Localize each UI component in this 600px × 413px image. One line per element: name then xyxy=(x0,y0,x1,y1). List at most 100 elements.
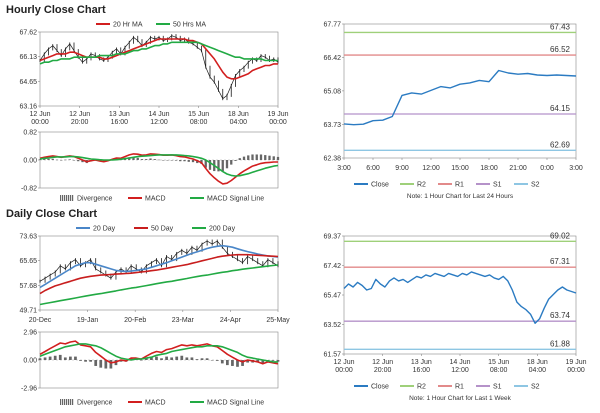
divergence-bar xyxy=(225,160,229,169)
chart-note: Note: 1 Hour Chart for Last 1 Week xyxy=(409,395,512,402)
divergence-bar xyxy=(170,160,173,161)
divergence-bar xyxy=(205,358,209,360)
hourly_intraday-plot-frame xyxy=(343,23,577,159)
daily_intraday-xtick: 14 Jun 12:00 xyxy=(449,359,470,374)
daily_price-ytick: 65.65 xyxy=(19,258,37,265)
hourly_price-xtick: 12 Jun 00:00 xyxy=(29,111,50,126)
divergence-bar xyxy=(208,160,212,170)
legend-50-day-label: 50 Day xyxy=(151,226,174,233)
divergence-bar xyxy=(72,160,76,161)
divergence-bar xyxy=(149,158,152,160)
hourly_price-xtick: 15 Jun 08:00 xyxy=(188,111,209,126)
divergence-bar xyxy=(153,159,156,160)
divergence-bar xyxy=(43,357,47,360)
legend-divergence-swatch xyxy=(66,399,68,405)
divergence-bar xyxy=(74,356,77,360)
daily_intraday-ytick: 67.42 xyxy=(323,263,341,270)
divergence-bar xyxy=(145,159,148,160)
daily_intraday-plot-frame xyxy=(343,235,577,355)
ma_short-line xyxy=(39,38,278,80)
hourly_intraday-xtick: 18:00 xyxy=(480,165,498,172)
hourly_price-xtick: 14 Jun 12:00 xyxy=(148,111,169,126)
pivot-r2-label: 69.02 xyxy=(550,231,571,240)
legend-s2-label: S2 xyxy=(531,384,540,391)
divergence-bar xyxy=(51,158,54,160)
divergence-bar xyxy=(217,160,220,172)
hourly-section-title: Hourly Close Chart xyxy=(6,4,106,16)
divergence-bar xyxy=(150,356,153,360)
divergence-bar xyxy=(175,356,179,360)
legend-divergence-swatch xyxy=(68,195,70,201)
hourly_price-xtick: 19 Jun 00:00 xyxy=(267,111,288,126)
legend-divergence-swatch xyxy=(68,399,70,405)
divergence-bar xyxy=(55,159,59,161)
divergence-bar xyxy=(58,354,62,360)
legend-divergence-swatch xyxy=(60,399,62,405)
divergence-bar xyxy=(234,160,237,161)
divergence-bar xyxy=(104,360,108,369)
divergence-bar xyxy=(215,360,219,361)
divergence-bar xyxy=(81,160,84,163)
ma200-line xyxy=(39,264,279,306)
legend-signal-label: MACD Signal Line xyxy=(207,400,264,407)
divergence-bar xyxy=(132,156,135,160)
divergence-bar xyxy=(204,160,207,168)
divergence-bar xyxy=(140,159,144,160)
legend-s2-label: S2 xyxy=(531,182,540,189)
hourly_intraday-ytick: 63.73 xyxy=(323,122,341,129)
legend-macd-label: MACD xyxy=(145,400,166,407)
divergence-bar xyxy=(77,160,80,162)
divergence-bar xyxy=(185,357,189,360)
pivot-s1-label: 63.74 xyxy=(550,311,571,320)
pivot-r1-label: 67.31 xyxy=(550,257,571,266)
legend-divergence-swatch xyxy=(64,195,66,201)
legend-close-label: Close xyxy=(371,384,389,391)
divergence-bar xyxy=(162,160,165,161)
daily_intraday-xtick: 13 Jun 16:00 xyxy=(411,359,432,374)
hourly_intraday-xtick: 3:00 xyxy=(337,165,351,172)
daily_price-xtick: 20-Feb xyxy=(124,317,146,324)
hourly_intraday-ytick: 67.77 xyxy=(323,22,341,29)
divergence-bar xyxy=(64,159,67,161)
divergence-bar xyxy=(255,154,258,160)
signal-line xyxy=(39,154,279,177)
divergence-bar xyxy=(89,360,93,362)
ma20-line xyxy=(39,244,279,289)
legend-r2-label: R2 xyxy=(417,384,426,391)
divergence-bar xyxy=(68,159,71,160)
hourly_price-plot-frame xyxy=(39,31,279,107)
divergence-bar xyxy=(38,159,42,160)
divergence-bar xyxy=(60,160,63,161)
divergence-bar xyxy=(99,360,103,368)
legend-20-day-label: 20 Day xyxy=(93,226,116,233)
legend-20-hr-ma-label: 20 Hr MA xyxy=(113,22,143,29)
legend-50-hrs-ma-label: 50 Hrs MA xyxy=(173,22,206,29)
divergence-bar xyxy=(183,160,186,162)
divergence-bar xyxy=(225,360,229,366)
divergence-bar xyxy=(268,155,271,160)
hourly_macd-ytick: 0.00 xyxy=(23,158,37,165)
legend-close-label: Close xyxy=(371,182,389,189)
legend-r2-label: R2 xyxy=(417,182,426,189)
daily_intraday-xtick: 12 Jun 20:00 xyxy=(372,359,393,374)
divergence-bar xyxy=(79,360,82,361)
hourly_intraday-ytick: 62.38 xyxy=(323,156,341,163)
hourly_intraday-xtick: 6:00 xyxy=(366,165,380,172)
daily_macd-ytick: -2.96 xyxy=(21,386,37,393)
hourly_intraday-xtick: 21:00 xyxy=(509,165,527,172)
daily_price-plot-frame xyxy=(39,235,279,311)
divergence-bar xyxy=(246,360,249,363)
divergence-bar xyxy=(271,360,275,361)
legend-divergence-swatch xyxy=(72,399,74,405)
daily_intraday-xtick: 19 Jun 00:00 xyxy=(565,359,586,374)
divergence-bar xyxy=(264,155,267,160)
daily-intraday-chart: 69.37 67.42 65.47 63.52 61.57 69.02 67.31 63.74… xyxy=(323,231,586,402)
divergence-bar xyxy=(231,360,234,366)
daily_price-xtick: 19-Jan xyxy=(77,317,99,324)
divergence-bar xyxy=(144,358,148,360)
daily_intraday-xtick: 15 Jun 08:00 xyxy=(488,359,509,374)
legend-s1-label: S1 xyxy=(493,384,502,391)
close-line xyxy=(39,35,279,100)
daily-price-chart: 73.63 65.65 57.68 49.71 20-Dec 19-Jan 20-Feb 23… xyxy=(19,226,290,325)
daily_price-xtick: 23-Mar xyxy=(172,317,195,324)
